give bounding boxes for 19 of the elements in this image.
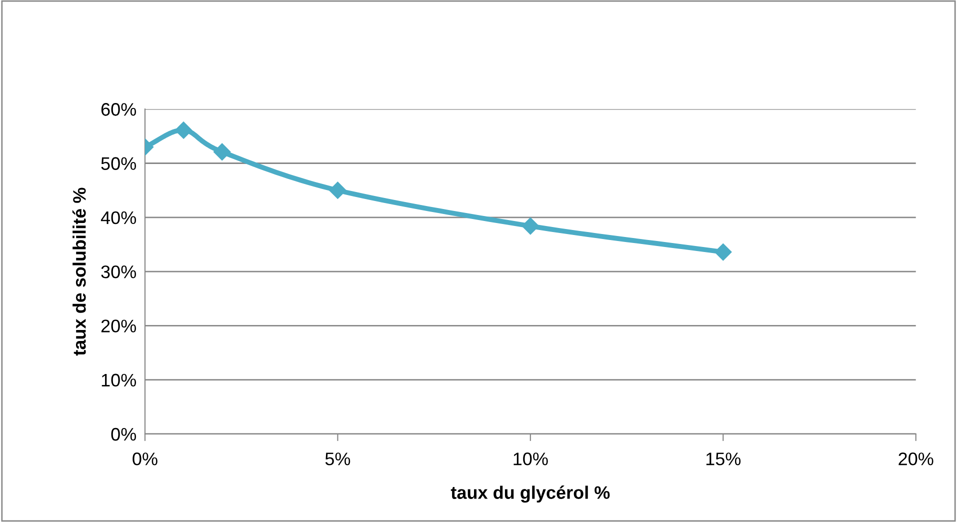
x-tick-label: 0% [132,452,158,466]
x-tick-label: 5% [325,452,350,466]
y-tick-label: 0% [111,428,136,441]
y-tick-label: 50% [101,157,136,170]
point [522,218,539,235]
x-axis-title: taux du glycérol % [450,486,610,503]
point [714,244,732,261]
y-tick-label: 40% [100,211,136,224]
point [174,122,192,139]
x-tick-label: 15% [706,452,741,466]
y-tick-label: 30% [101,265,136,278]
y-axis-title: taux de solubilité % [72,188,86,356]
y-tick-label: 20% [101,320,136,332]
y-tick-label: 10% [102,374,136,387]
point [329,182,346,199]
y-tick-label: 60% [101,103,136,116]
point [214,143,231,160]
x-tick-label: 10% [514,452,548,466]
x-tick-label: 20% [898,452,934,466]
